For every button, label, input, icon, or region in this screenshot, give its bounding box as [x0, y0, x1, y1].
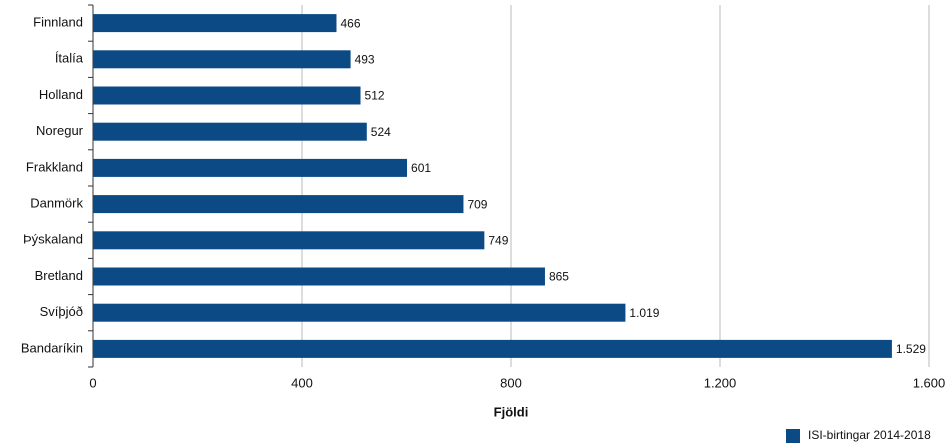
y-tick-label: Bretland — [35, 268, 83, 283]
value-label: 1.529 — [896, 342, 926, 356]
y-tick-label: Noregur — [36, 123, 84, 138]
y-tick-label: Þýskaland — [23, 232, 83, 247]
value-label: 749 — [488, 233, 508, 247]
value-label: 865 — [549, 270, 569, 284]
y-tick-label: Svíþjóð — [40, 304, 83, 319]
bar — [93, 267, 545, 286]
bar — [93, 303, 626, 322]
bar — [93, 231, 485, 250]
value-label: 1.019 — [629, 306, 659, 320]
value-label: 466 — [340, 16, 360, 30]
y-tick-label: Bandaríkin — [21, 340, 83, 355]
value-label: 524 — [371, 125, 391, 139]
bar — [93, 339, 892, 358]
y-tick-label: Holland — [39, 87, 83, 102]
bar — [93, 50, 351, 69]
y-tick-label: Frakkland — [26, 159, 83, 174]
value-label: 493 — [355, 52, 375, 66]
x-tick-label: 0 — [89, 375, 96, 390]
bar — [93, 14, 337, 33]
x-tick-label: 400 — [291, 375, 313, 390]
legend-swatch — [786, 429, 800, 443]
bar — [93, 122, 367, 141]
y-tick-label: Ítalía — [55, 51, 84, 66]
bar — [93, 195, 464, 214]
y-tick-label: Finnland — [33, 15, 83, 30]
x-tick-label: 1.200 — [704, 375, 737, 390]
value-label: 709 — [467, 197, 487, 211]
value-label: 512 — [365, 89, 385, 103]
y-tick-label: Danmörk — [30, 196, 83, 211]
bar — [93, 86, 361, 105]
legend-label: ISI-birtingar 2014-2018 — [808, 428, 931, 442]
value-label: 601 — [411, 161, 431, 175]
x-tick-label: 1.600 — [913, 375, 946, 390]
x-axis-title: Fjöldi — [494, 404, 529, 419]
x-tick-label: 800 — [500, 375, 522, 390]
bar — [93, 158, 408, 177]
